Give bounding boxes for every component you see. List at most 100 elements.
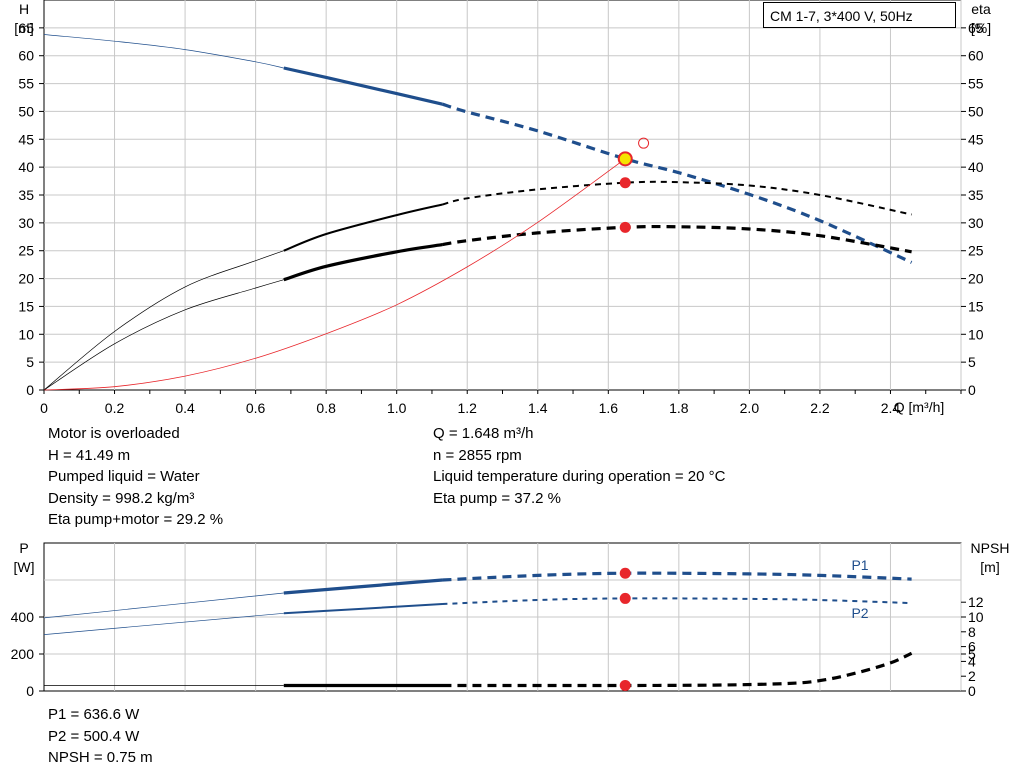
top-right-tick-label: 25 xyxy=(968,243,984,259)
x-tick-label: 0.8 xyxy=(316,400,336,416)
npsh-operating-point xyxy=(619,679,631,691)
p1-series-label: P1 xyxy=(851,557,868,573)
x-tick-label: 0.4 xyxy=(175,400,195,416)
eta-total-value: Eta pump+motor = 29.2 % xyxy=(48,511,224,528)
H-curve-thin xyxy=(43,34,284,69)
top-right-tick-label: 40 xyxy=(968,159,984,175)
bottom-right-tick-label: 4 xyxy=(968,653,976,669)
top-left-tick-label: 40 xyxy=(18,159,34,175)
x-tick-label: 0.6 xyxy=(246,400,266,416)
info-right: Q = 1.648 m³/h n = 2855 rpm Liquid tempe… xyxy=(433,423,725,509)
top-right-tick-label: 55 xyxy=(968,76,984,92)
p1-curve-thin xyxy=(43,592,284,619)
top-right-tick-label: 5 xyxy=(968,354,976,370)
top-right-tick-label: 15 xyxy=(968,298,984,314)
top-left-tick-label: 45 xyxy=(18,131,34,147)
top-right-tick-label: 30 xyxy=(968,215,984,231)
bottom-right-tick-label: 8 xyxy=(968,624,976,640)
top-left-tick-label: 20 xyxy=(18,271,34,287)
p2-value: P2 = 500.4 W xyxy=(48,727,140,745)
bottom-right-tick-label: 5 xyxy=(968,646,976,662)
bottom-left-axis-title: P xyxy=(19,540,28,556)
top-right-tick-label: 0 xyxy=(968,382,976,398)
x-tick-label: 0 xyxy=(40,400,48,416)
info-left: Motor is overloaded H = 41.49 m Pumped l… xyxy=(48,423,223,531)
bottom-left-tick-label: 400 xyxy=(11,609,35,625)
H-curve-dashed xyxy=(442,102,913,264)
pump-title-box: CM 1-7, 3*400 V, 50Hz xyxy=(763,2,956,28)
top-chart-curves xyxy=(43,34,913,391)
eta-pump-value: Eta pump = 37.2 % xyxy=(433,489,561,507)
x-tick-label: 1.8 xyxy=(669,400,689,416)
p1-operating-point xyxy=(619,567,631,579)
npsh-value: NPSH = 0.75 m xyxy=(48,749,153,766)
x-tick-label: 2.0 xyxy=(740,400,760,416)
top-left-tick-label: 0 xyxy=(26,382,34,398)
bottom-left-tick-label: 0 xyxy=(26,683,34,699)
bottom-chart-curves xyxy=(43,567,913,691)
eta-total-curve-thin xyxy=(43,279,284,391)
top-right-axis-title: eta xyxy=(971,1,991,17)
eta-total-curve-dashed xyxy=(442,224,912,254)
system-curve xyxy=(43,158,626,391)
density-value: Density = 998.2 kg/m³ xyxy=(48,489,195,507)
top-left-tick-label: 30 xyxy=(18,215,34,231)
top-left-tick-label: 25 xyxy=(18,243,34,259)
x-axis-title: Q [m³/h] xyxy=(894,399,945,415)
p1-value: P1 = 636.6 W xyxy=(48,706,140,723)
eta-pump-curve-thin xyxy=(43,250,284,391)
eta-pump-curve-solid xyxy=(283,203,443,252)
bottom-right-tick-label: 2 xyxy=(968,668,976,684)
top-right-axis-unit: [%] xyxy=(971,20,991,36)
eta-total-curve-solid xyxy=(283,243,443,282)
flow-value: Q = 1.648 m³/h xyxy=(433,425,534,442)
top-left-tick-label: 60 xyxy=(18,48,34,64)
bottom-right-tick-label: 6 xyxy=(968,639,976,655)
top-right-tick-label: 60 xyxy=(968,48,984,64)
top-right-tick-label: 20 xyxy=(968,271,984,287)
bottom-right-axis-title: NPSH xyxy=(971,540,1010,556)
bottom-left-axis-unit: [W] xyxy=(14,559,35,575)
requested-duty-point xyxy=(638,137,650,149)
bottom-right-tick-label: 12 xyxy=(968,594,984,610)
p2-curve-thin xyxy=(43,612,284,635)
top-left-tick-label: 50 xyxy=(18,103,34,119)
motor-status: Motor is overloaded xyxy=(48,425,180,442)
bottom-left-tick-label: 200 xyxy=(11,646,35,662)
p1-curve-solid xyxy=(283,578,443,595)
info-bottom: P1 = 636.6 W P2 = 500.4 W NPSH = 0.75 m xyxy=(48,704,153,769)
top-right-tick-label: 65 xyxy=(968,20,984,36)
top-right-tick-label: 10 xyxy=(968,326,984,342)
top-right-tick-label: 35 xyxy=(968,187,984,203)
eta-pump-curve-dashed xyxy=(442,180,912,216)
bottom-right-axis-unit: [m] xyxy=(980,559,999,575)
x-tick-label: 0.2 xyxy=(105,400,125,416)
top-left-tick-label: 15 xyxy=(18,298,34,314)
top-left-tick-label: 10 xyxy=(18,326,34,342)
top-left-axis-title: H xyxy=(19,1,29,17)
top-left-tick-label: 35 xyxy=(18,187,34,203)
head-operating-point xyxy=(617,151,633,167)
p2-curve-dashed xyxy=(442,597,912,605)
top-chart-grid xyxy=(43,0,962,391)
top-chart-ticks: 0 5 10 15 20 25 30 35 40 45 50 55 60 65 0 5 10 15 20 25 30 35… xyxy=(18,20,983,416)
p2-curve-solid xyxy=(283,603,443,615)
eta-total-operating-point xyxy=(619,221,631,233)
top-left-axis-unit: [m] xyxy=(14,20,33,36)
top-left-tick-label: 55 xyxy=(18,76,34,92)
p2-operating-point xyxy=(619,592,631,604)
bottom-right-tick-label: 0 xyxy=(968,683,976,699)
x-tick-label: 2.2 xyxy=(810,400,830,416)
x-tick-label: 2.4 xyxy=(881,400,901,416)
npsh-curve-dashed xyxy=(442,651,913,688)
x-tick-label: 1.0 xyxy=(387,400,407,416)
bottom-chart-grid xyxy=(43,542,962,692)
bottom-right-tick-label: 10 xyxy=(968,609,984,625)
top-right-tick-label: 50 xyxy=(968,103,984,119)
p1-curve-dashed xyxy=(442,571,912,582)
liquid-temperature: Liquid temperature during operation = 20… xyxy=(433,468,726,485)
head-value: H = 41.49 m xyxy=(48,446,131,464)
top-right-tick-label: 45 xyxy=(968,131,984,147)
